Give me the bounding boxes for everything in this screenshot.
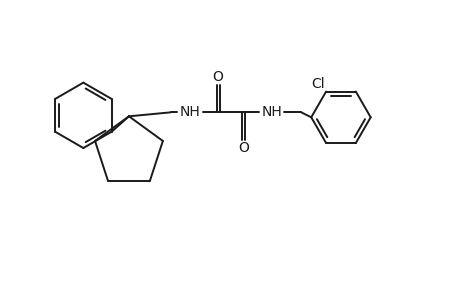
Text: NH: NH (261, 105, 281, 119)
Text: NH: NH (179, 105, 200, 119)
Text: O: O (238, 141, 249, 155)
Text: O: O (212, 70, 223, 84)
Text: Cl: Cl (311, 76, 324, 91)
